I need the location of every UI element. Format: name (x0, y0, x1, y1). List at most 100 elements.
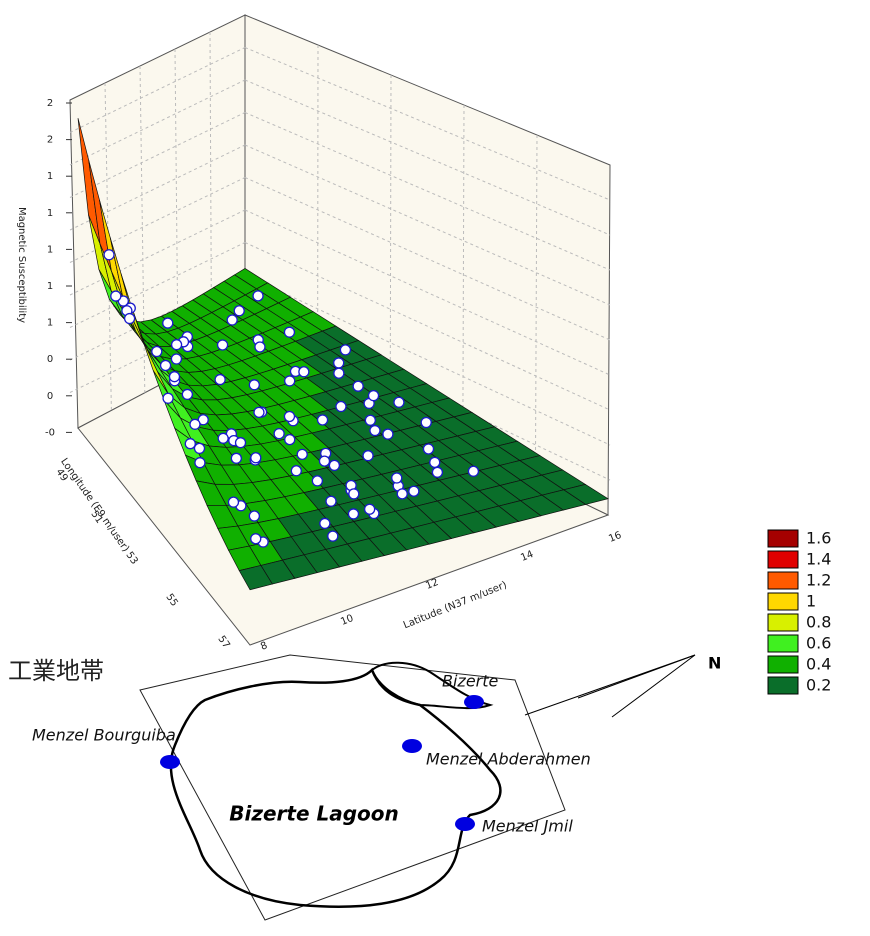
z-tick-label: 0 (47, 354, 53, 365)
north-label: N (708, 654, 721, 673)
z-tick-label: 1 (47, 244, 53, 255)
x-axis-label: Latitude (N37 m/user) (402, 580, 509, 632)
sample-point (163, 318, 173, 328)
y-tick-label: 53 (123, 550, 139, 567)
x-tick-label: 14 (519, 549, 535, 564)
sample-point (334, 368, 344, 378)
sample-point (285, 435, 295, 445)
sample-point (227, 315, 237, 325)
sample-point (468, 466, 478, 476)
sample-point (218, 433, 228, 443)
page: {"surface_plot": { "z_axis": {"label": "… (0, 0, 870, 936)
sample-point (182, 389, 192, 399)
legend-label: 0.4 (806, 655, 831, 674)
sample-point (370, 426, 380, 436)
place-label: Menzel Bourguiba (32, 726, 176, 745)
place-label: Menzel Abderahmen (426, 750, 591, 769)
sample-point (251, 453, 261, 463)
x-tick-label: 8 (259, 640, 269, 653)
sample-point (363, 451, 373, 461)
sample-point (274, 429, 284, 439)
sample-point (169, 372, 179, 382)
figure: Magnetic Susceptibility Longitude (E9 m/… (0, 0, 870, 932)
sample-point (228, 497, 238, 507)
legend-label: 1.4 (806, 550, 831, 569)
legend-swatch (768, 593, 798, 610)
place-label: Bizerte (442, 672, 499, 691)
sample-point (152, 347, 162, 357)
sample-point (432, 467, 442, 477)
z-tick-label: -0 (45, 427, 55, 438)
sample-point (336, 402, 346, 412)
legend-swatch (768, 614, 798, 631)
town-marker (455, 817, 475, 831)
place-label: Menzel Jmil (482, 817, 573, 836)
lagoon-outline (171, 670, 501, 907)
sample-point (104, 250, 114, 260)
sample-point (163, 393, 173, 403)
sample-point (319, 456, 329, 466)
sample-point (284, 411, 294, 421)
sample-point (234, 306, 244, 316)
legend-swatch (768, 677, 798, 694)
sample-point (251, 534, 261, 544)
z-tick-label: 1 (47, 171, 53, 182)
z-tick-label: 0 (47, 391, 53, 402)
sample-point (328, 531, 338, 541)
legend: 1.61.41.210.80.60.40.2 (768, 529, 831, 695)
sample-point (312, 476, 322, 486)
z-tick-label: 2 (47, 98, 53, 109)
x-tick-label: 10 (339, 613, 355, 628)
sample-point (231, 453, 241, 463)
z-tick-label: 1 (47, 318, 53, 329)
sample-point (291, 466, 301, 476)
sample-point (423, 444, 433, 454)
legend-label: 0.2 (806, 676, 831, 695)
sample-point (111, 291, 121, 301)
sample-point (249, 380, 259, 390)
sample-point (365, 504, 375, 514)
sample-point (383, 429, 393, 439)
sample-point (299, 367, 309, 377)
z-axis-label: Magnetic Susceptibility (16, 207, 27, 323)
region-label: 工業地帯 (8, 657, 104, 685)
sample-point (394, 397, 404, 407)
legend-label: 0.8 (806, 613, 831, 632)
sample-point (349, 489, 359, 499)
y-tick-label: 55 (163, 592, 179, 609)
sample-point (334, 358, 344, 368)
sample-point (218, 340, 228, 350)
legend-label: 1 (806, 592, 816, 611)
lagoon-label: Bizerte Lagoon (229, 802, 399, 826)
legend-label: 1.2 (806, 571, 831, 590)
sample-point (172, 340, 182, 350)
sample-point (249, 511, 259, 521)
legend-swatch (768, 656, 798, 673)
sample-point (348, 509, 358, 519)
map: 工業地帯 Bizerte Lagoon Bizerte Menzel Bourg… (8, 654, 721, 921)
sample-point (190, 419, 200, 429)
sample-point (284, 327, 294, 337)
sample-point (365, 415, 375, 425)
town-marker (402, 739, 422, 753)
sample-point (318, 415, 328, 425)
sample-point (397, 489, 407, 499)
sample-point (236, 438, 246, 448)
sample-point (329, 460, 339, 470)
z-tick-label: 2 (47, 135, 53, 146)
sample-point (215, 375, 225, 385)
sample-point (369, 391, 379, 401)
y-tick-label: 57 (215, 634, 231, 651)
sample-point (254, 407, 264, 417)
sample-point (171, 354, 181, 364)
legend-swatch (768, 530, 798, 547)
town-marker (160, 755, 180, 769)
sample-point (392, 473, 402, 483)
legend-swatch (768, 572, 798, 589)
legend-swatch (768, 551, 798, 568)
sample-point (326, 496, 336, 506)
z-tick-label: 1 (47, 281, 53, 292)
sample-point (353, 381, 363, 391)
town-marker (464, 695, 484, 709)
sample-point (320, 518, 330, 528)
